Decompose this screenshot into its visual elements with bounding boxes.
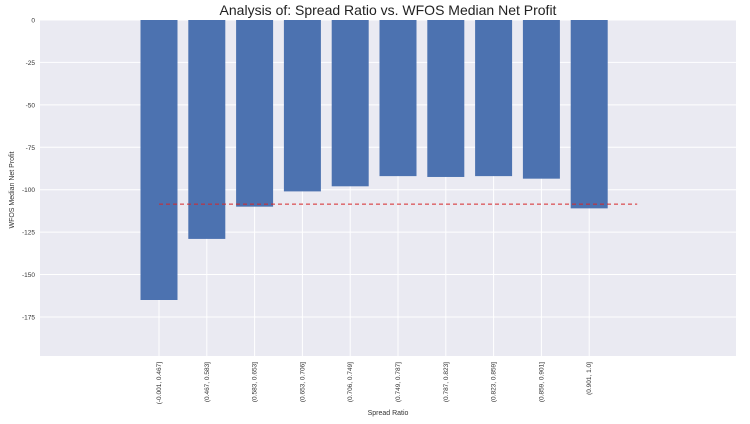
y-tick-label: -100 <box>22 187 35 194</box>
bar <box>236 20 274 207</box>
y-tick-label: -25 <box>26 60 36 67</box>
y-tick-label: -50 <box>26 102 36 109</box>
y-axis-ticks: 0 -25 -50 -75 -100 -125 -150 -175 <box>22 18 35 322</box>
x-tick-label: (0.653, 0.706] <box>299 362 306 402</box>
bar <box>188 20 226 239</box>
x-tick-label: (0.823, 0.859] <box>491 362 498 402</box>
x-tick-label: (0.787, 0.823] <box>443 362 450 402</box>
x-tick-label: (0.706, 0.749] <box>347 362 354 402</box>
y-tick-label: 0 <box>31 18 35 25</box>
y-axis-label: WFOS Median Net Profit <box>9 151 16 228</box>
x-axis-label: Spread Ratio <box>368 410 409 417</box>
bar <box>140 20 178 300</box>
chart-title: Analysis of: Spread Ratio vs. WFOS Media… <box>220 2 557 18</box>
y-tick-label: -75 <box>26 145 36 152</box>
x-tick-label: (0.467, 0.583] <box>204 362 211 402</box>
x-axis-ticks: (-0.001, 0.467] (0.467, 0.583] (0.583, 0.6… <box>156 362 593 404</box>
bar <box>331 20 369 187</box>
bar <box>283 20 321 192</box>
x-tick-label: (-0.001, 0.467] <box>156 362 163 404</box>
bars <box>140 20 608 300</box>
bar <box>522 20 560 179</box>
x-tick-label: (0.583, 0.653] <box>252 362 259 402</box>
x-tick-label: (0.901, 1.0] <box>586 362 593 395</box>
y-tick-label: -150 <box>22 272 35 279</box>
bar <box>427 20 465 177</box>
y-tick-label: -125 <box>22 230 35 237</box>
x-tick-label: (0.859, 0.901] <box>538 362 545 402</box>
y-tick-label: -175 <box>22 314 35 321</box>
bar <box>475 20 513 177</box>
bar <box>570 20 608 209</box>
x-tick-label: (0.749, 0.787] <box>395 362 402 402</box>
bar <box>379 20 417 177</box>
